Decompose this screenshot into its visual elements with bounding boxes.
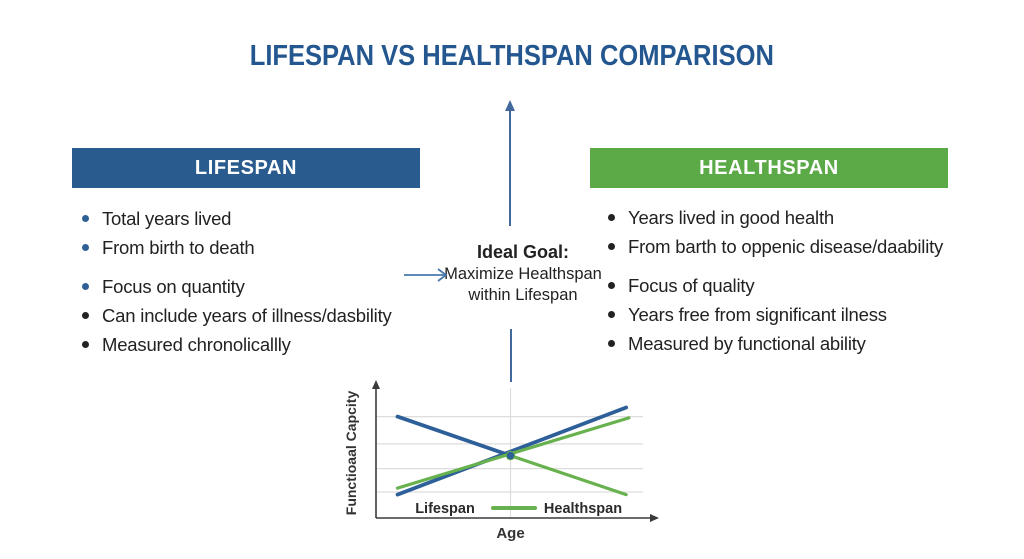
crossing-point-marker: [505, 450, 516, 461]
x-axis-label: Age: [496, 525, 524, 542]
connector-line: [510, 329, 512, 382]
healthspan-list: Years lived in good health From barth to…: [604, 203, 943, 358]
chart-grid: [376, 388, 643, 518]
lifespan-list: Total years lived From birth to death Fo…: [78, 204, 392, 359]
list-item: Measured by functional ability: [604, 329, 943, 358]
ideal-goal-text: Ideal Goal: Maximize Healthspan within L…: [433, 241, 613, 306]
up-arrow-icon: [505, 100, 515, 226]
y-axis-label: Functioaal Capcity: [343, 391, 359, 516]
legend-label-healthspan: Healthspan: [544, 501, 622, 517]
healthspan-header-bar: HEALTHSPAN: [590, 148, 948, 188]
list-item: Measured chronolicallly: [78, 330, 392, 359]
page-title-text: LIFESPAN VS HEALTHSPAN COMPARISON: [249, 40, 775, 72]
chart-svg: Lifespan Healthspan Functioaal Capcity Age: [343, 380, 659, 542]
goal-line: within Lifespan: [468, 286, 578, 304]
list-item: From barth to oppenic disease/daability: [604, 232, 943, 261]
list-item: Focus of quality: [604, 271, 943, 300]
goal-line: Maximize Healthspan: [444, 265, 602, 283]
legend-label-lifespan: Lifespan: [415, 501, 475, 517]
functional-capacity-chart: Lifespan Healthspan Functioaal Capcity Age: [340, 378, 670, 556]
list-item: Focus on quantity: [78, 272, 392, 301]
list-item: Total years lived: [78, 204, 392, 233]
chart-legend: Lifespan Healthspan: [415, 501, 622, 517]
chart-series-lifespan: [395, 405, 629, 497]
right-arrow-icon: [404, 268, 448, 282]
list-item: Years free from significant ilness: [604, 300, 943, 329]
lifespan-header-bar: LIFESPAN: [72, 148, 420, 188]
goal-heading: Ideal Goal:: [476, 242, 570, 262]
page-title: LIFESPAN VS HEALTHSPAN COMPARISON: [0, 40, 1024, 73]
list-item: Can include years of illness/dasbility: [78, 301, 392, 330]
chart-axes: [372, 380, 659, 522]
list-item: Years lived in good health: [604, 203, 943, 232]
list-item: From birth to death: [78, 233, 392, 262]
